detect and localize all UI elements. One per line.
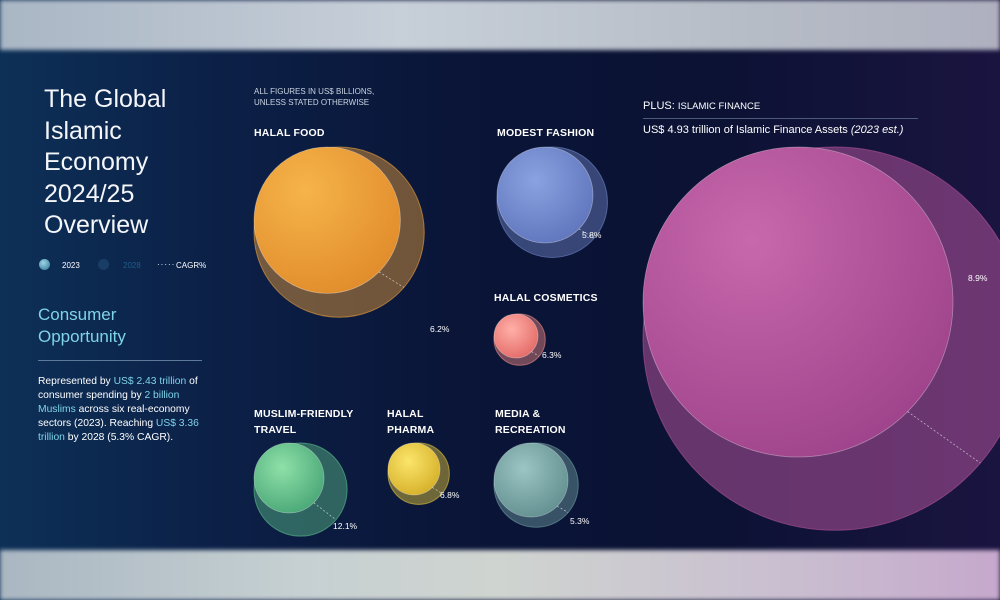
- travel-cagr: 12.1%: [333, 521, 358, 531]
- finance-heading: PLUS: ISLAMIC FINANCE: [643, 100, 760, 112]
- legend-2028-label: 2028: [123, 261, 141, 270]
- pharma-sector-name: HALAL PHARMA: [387, 408, 435, 436]
- legend-cagr-dots: ·····: [157, 260, 176, 269]
- media-sector-name: MEDIA & RECREATION: [495, 408, 566, 436]
- page-title: The Global Islamic Economy 2024/25 Overv…: [44, 85, 167, 239]
- food-cagr-leader: [378, 271, 405, 288]
- travel-cagr-leader: [313, 502, 337, 521]
- legend-2028-icon: [98, 259, 109, 270]
- fashion-cagr-leader: [578, 228, 595, 239]
- cosmetics-2023-bubble: [493, 313, 539, 359]
- legend-cagr-label: CAGR%: [176, 261, 207, 270]
- fashion-cagr: 5.8%: [582, 230, 602, 240]
- travel-2023-bubble: [253, 442, 325, 514]
- text-part: of consumer spending by: [38, 376, 198, 401]
- cosmetics-cagr: 6.3%: [542, 350, 562, 360]
- text-part: across six real-economy sectors (2023). …: [38, 404, 190, 429]
- travel-sector-name: MUSLIM-FRIENDLY TRAVEL: [254, 408, 354, 436]
- text-part: by 2028 (5.3% CAGR).: [64, 432, 174, 443]
- food-2023-bubble: [253, 146, 401, 294]
- units-note: ALL FIGURES IN US$ BILLIONS, UNLESS STAT…: [254, 87, 375, 107]
- finance-cagr-leader: [907, 411, 981, 464]
- media-cagr: 5.3%: [570, 516, 590, 526]
- pharma-cagr: 6.8%: [440, 490, 460, 500]
- text-part: Represented by: [38, 376, 114, 387]
- finance-subtitle: US$ 4.93 trillion of Islamic Finance Ass…: [643, 124, 903, 136]
- highlight-2028: US$ 3.36 trillion: [38, 418, 199, 443]
- pharma-cagr-leader: [432, 487, 443, 494]
- consumer-opportunity-heading: Consumer Opportunity: [38, 305, 126, 346]
- finance-plus: PLUS:: [643, 100, 675, 112]
- pharma-2023-bubble: [387, 442, 441, 496]
- food-cagr: 6.2%: [430, 324, 450, 334]
- fashion-2023-bubble: [496, 146, 594, 244]
- finance-label: ISLAMIC FINANCE: [677, 101, 761, 112]
- finance-2023-bubble: [642, 146, 954, 458]
- media-2023-bubble: [493, 442, 569, 518]
- cosmetics-sector-name: HALAL COSMETICS: [494, 292, 598, 304]
- highlight-trillion: US$ 2.43 trillion: [113, 376, 187, 387]
- divider: [38, 360, 202, 361]
- finance-subtitle-est: (2023 est.): [850, 124, 904, 136]
- blurred-top-band: [0, 0, 1000, 50]
- finance-subtitle-text: US$ 4.93 trillion of Islamic Finance Ass…: [643, 124, 851, 136]
- highlight-muslims: 2 billion Muslims: [38, 390, 180, 415]
- legend-2023-icon: [39, 259, 50, 270]
- cosmetics-cagr-leader: [531, 351, 540, 357]
- legend-2023-label: 2023: [62, 261, 80, 270]
- consumer-opportunity-text: Represented by US$ 2.43 trillion of cons…: [38, 375, 218, 445]
- food-sector-name: HALAL FOOD: [254, 127, 325, 139]
- blurred-bottom-band: [0, 550, 1000, 600]
- finance-cagr: 8.9%: [968, 273, 988, 283]
- fashion-sector-name: MODEST FASHION: [497, 127, 595, 139]
- finance-rule: [643, 118, 918, 119]
